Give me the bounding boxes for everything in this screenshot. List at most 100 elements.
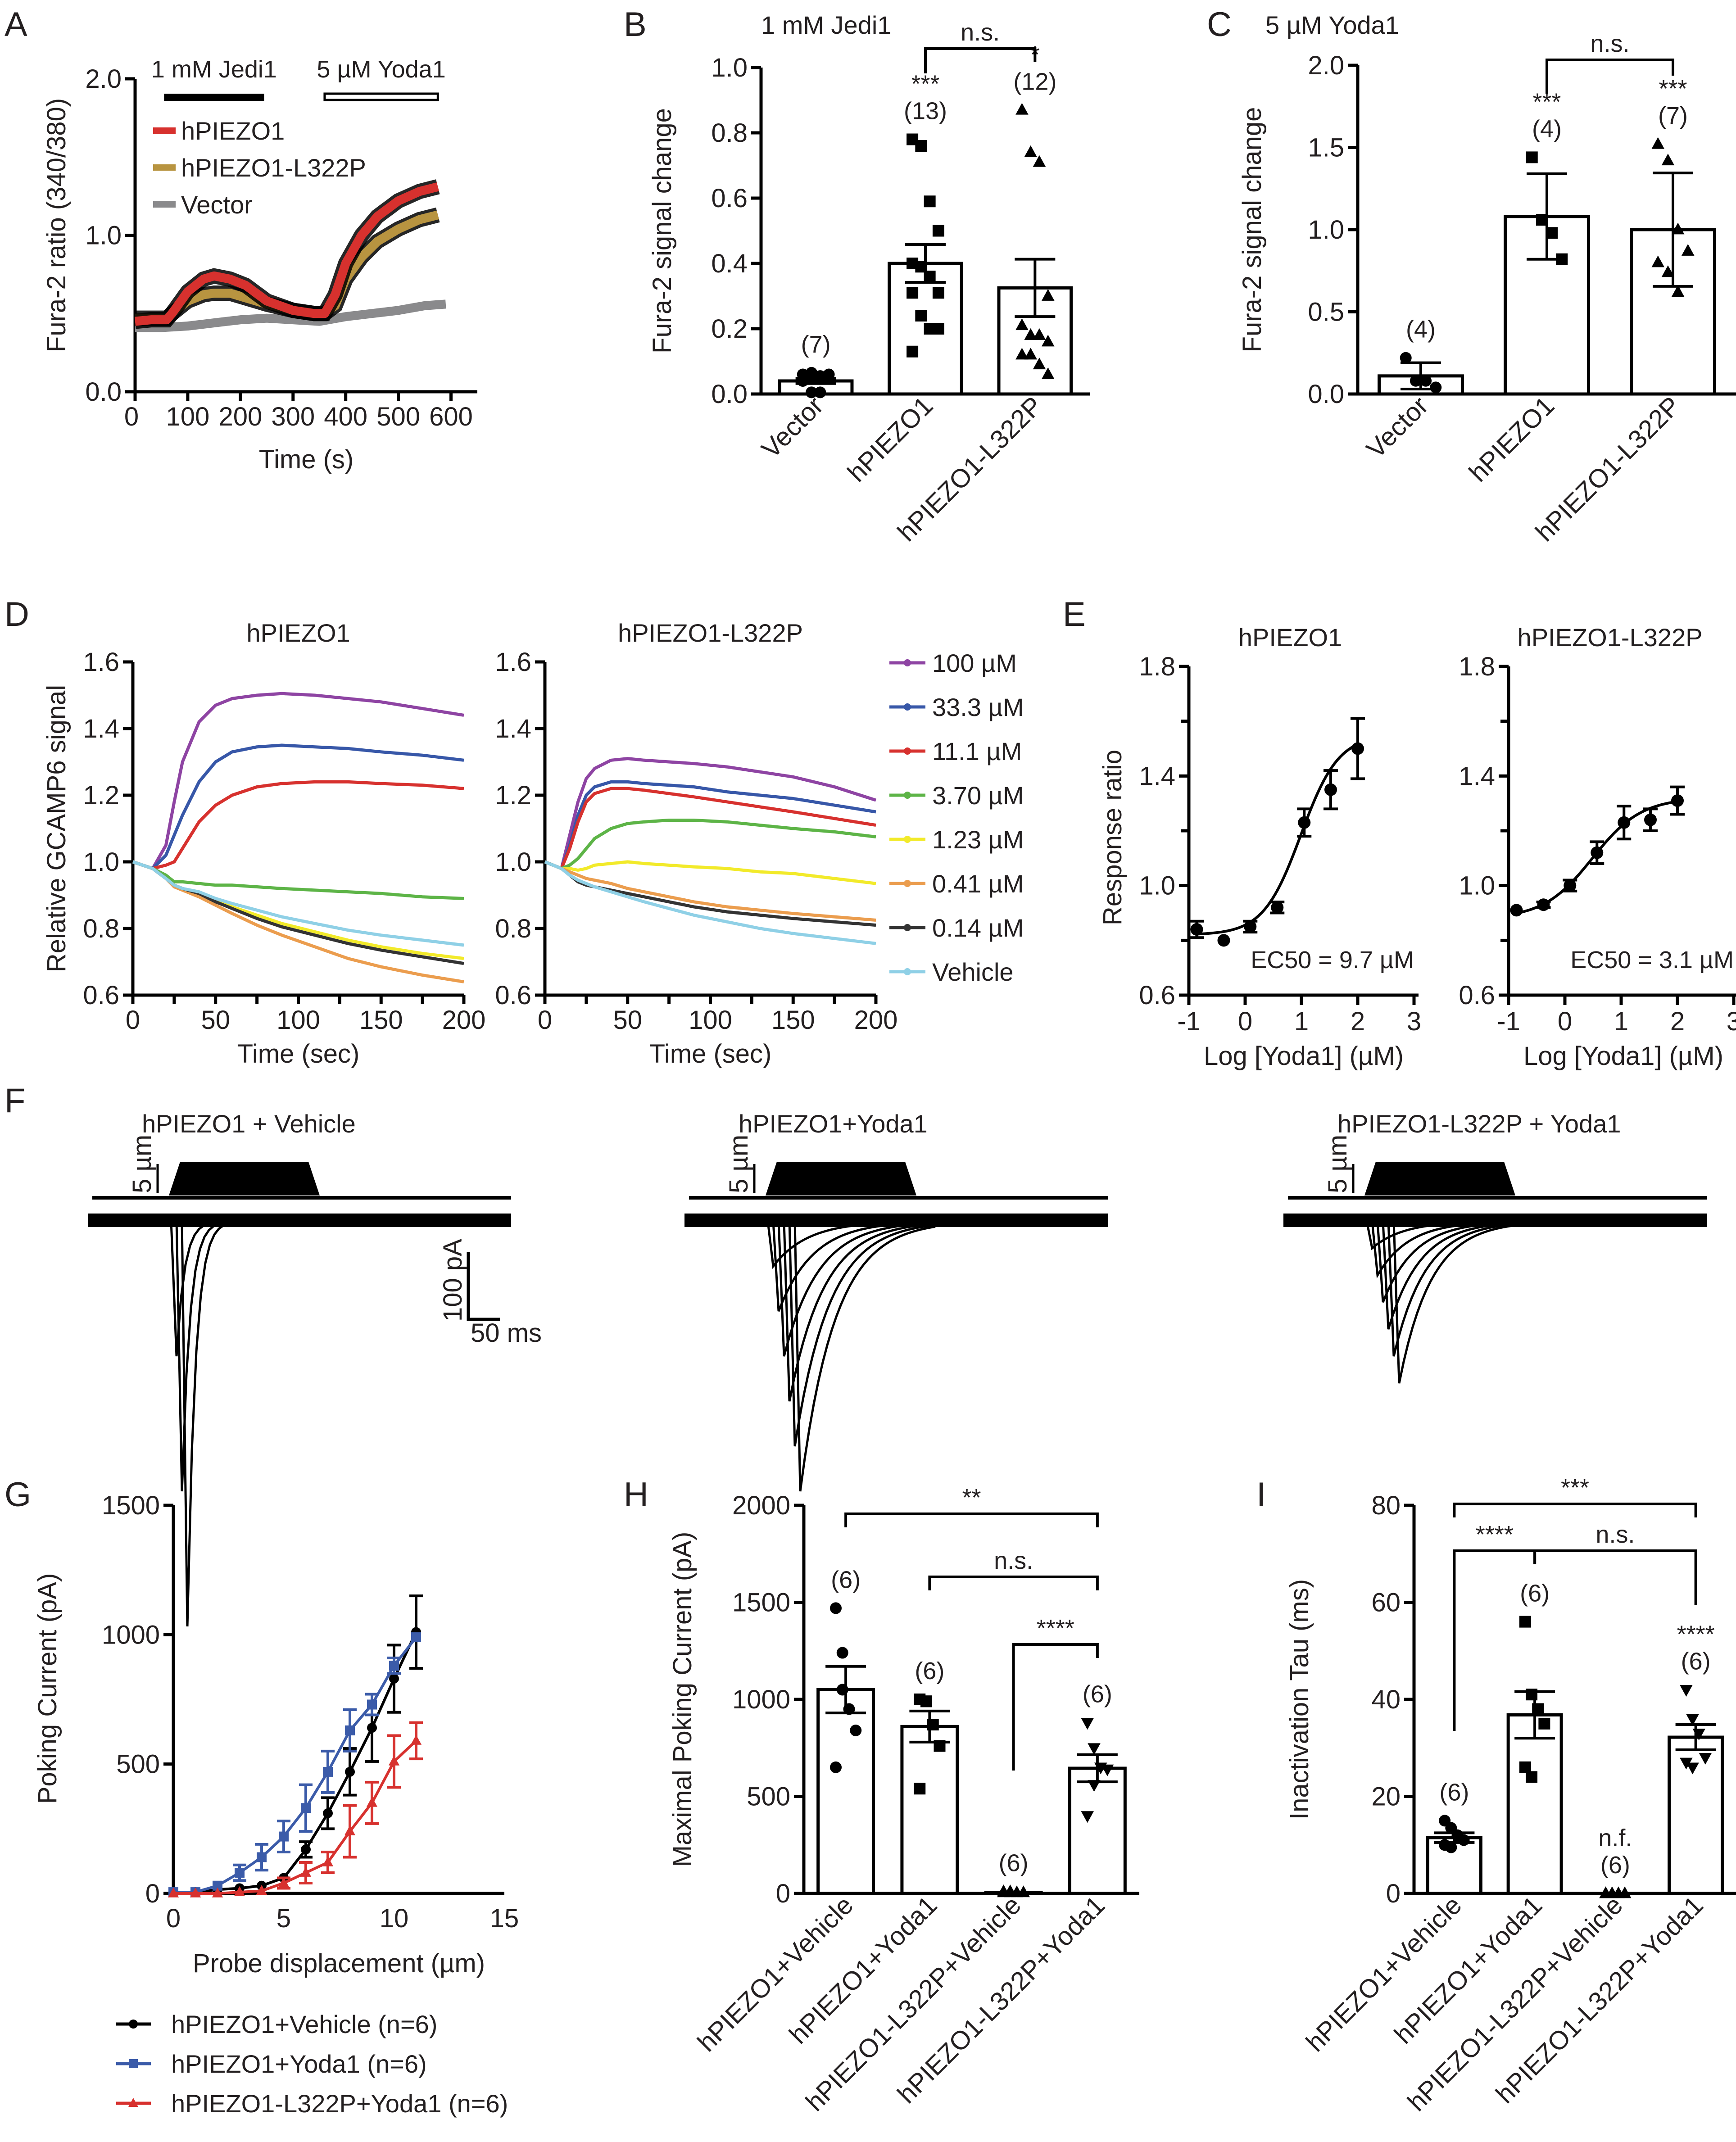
y-tick-label: 1.0 — [711, 53, 748, 82]
x-tick-label: 50 — [201, 1005, 230, 1035]
comparison-bracket — [928, 1576, 1099, 1590]
treatment-label: 5 µM Yoda1 — [317, 56, 445, 83]
y-tick-label: 1.5 — [1308, 133, 1344, 163]
data-point — [1271, 901, 1284, 914]
data-point — [1033, 358, 1046, 370]
data-point — [924, 195, 936, 208]
data-point — [301, 1803, 311, 1813]
data-point — [1024, 328, 1037, 340]
chart-title: hPIEZO1 — [246, 619, 350, 647]
x-tick-label: 1 — [1614, 1007, 1628, 1036]
n-label: (7) — [801, 331, 831, 358]
y-tick-label: 0.6 — [83, 981, 119, 1010]
data-point — [345, 1766, 355, 1777]
y-tick-label: 2.0 — [85, 64, 122, 94]
panel-label-g: G — [5, 1476, 31, 1514]
x-axis-label: Probe displacement (µm) — [193, 1949, 485, 1978]
data-point — [323, 1808, 333, 1818]
legend-marker — [904, 792, 911, 799]
series-line — [132, 860, 464, 900]
data-point — [1190, 923, 1203, 936]
x-tick-label: 0 — [538, 1005, 552, 1035]
data-point — [213, 1880, 222, 1891]
x-tick-label: 2 — [1670, 1007, 1685, 1036]
data-point — [1217, 934, 1230, 947]
comparison-bracket — [1453, 1549, 1537, 1731]
data-point — [1298, 816, 1311, 829]
y-tick-label: 0 — [776, 1879, 790, 1908]
x-tick-label: 15 — [490, 1904, 519, 1933]
y-tick-label: 1.0 — [1459, 871, 1495, 901]
trace-title: hPIEZO1-L322P + Yoda1 — [1337, 1109, 1621, 1138]
data-point — [1661, 154, 1675, 166]
comparison-label: n.s. — [961, 19, 1000, 46]
panel-label-b: B — [624, 5, 647, 44]
y-tick-label: 500 — [116, 1750, 160, 1779]
panel-c-yoda1-bar-chart: 0.0 0.5 1.0 1.5 2.0 Fura-2 signal change 5 µM … — [1237, 11, 1736, 547]
data-point — [915, 140, 927, 152]
n-label: (6) — [999, 1850, 1029, 1877]
series-line — [544, 860, 876, 885]
data-point — [1537, 898, 1550, 911]
comparison-label: ** — [962, 1484, 981, 1511]
y-tick-label: 1.4 — [1459, 761, 1495, 791]
n-label: (7) — [1658, 102, 1688, 129]
y-tick-label: 0.0 — [1308, 380, 1344, 409]
legend-marker — [904, 747, 911, 755]
y-tick-label: 0.8 — [83, 914, 119, 943]
treatment-label: 1 mM Jedi1 — [151, 56, 277, 83]
data-point — [836, 1647, 848, 1659]
data-point — [1680, 1757, 1693, 1770]
data-point — [366, 1797, 378, 1807]
data-point — [1017, 1885, 1030, 1897]
x-tick-label: 500 — [376, 402, 420, 431]
series-line — [135, 299, 446, 332]
x-tick-label: -1 — [1177, 1007, 1201, 1036]
x-tick-label: 3 — [1407, 1007, 1421, 1036]
data-point — [1538, 1717, 1550, 1730]
series-line — [544, 787, 876, 870]
y-tick-label: 60 — [1371, 1588, 1401, 1617]
x-axis-label: Log [Yoda1] (µM) — [1204, 1042, 1404, 1071]
data-point — [850, 1724, 862, 1736]
y-tick-label: 1500 — [102, 1491, 160, 1520]
legend-marker — [904, 836, 911, 843]
chart-title: hPIEZO1-L322P — [618, 619, 803, 647]
data-point — [1410, 375, 1422, 387]
current-sweep — [788, 1221, 930, 1447]
series-line — [544, 819, 876, 870]
n-label: (13) — [904, 98, 947, 125]
x-tick-label: 400 — [324, 402, 367, 431]
legend-marker — [904, 659, 911, 666]
n-label: (6) — [831, 1566, 861, 1593]
y-tick-label: 1.2 — [495, 781, 531, 810]
x-category-label: hPIEZO1+Vehicle — [1301, 1890, 1468, 2057]
y-axis-label: Fura-2 ratio (340/380) — [42, 98, 71, 352]
y-axis-label: Poking Current (pA) — [33, 1573, 62, 1804]
data-point — [1033, 155, 1046, 167]
x-category-label: hPIEZO1+Yoda1 — [1389, 1890, 1548, 2049]
chart-title: 5 µM Yoda1 — [1265, 11, 1399, 39]
legend-label: 11.1 µM — [932, 737, 1022, 765]
trace-title: hPIEZO1 + Vehicle — [142, 1109, 356, 1138]
y-tick-label: 1.4 — [495, 714, 531, 743]
x-category-label: Vector — [756, 391, 829, 464]
significance-label: **** — [1677, 1621, 1715, 1648]
y-tick-label: 0.6 — [1139, 981, 1175, 1010]
y-tick-label: 0.4 — [711, 249, 748, 278]
legend-label: 1.23 µM — [932, 825, 1024, 854]
legend-label: hPIEZO1-L322P — [181, 154, 366, 182]
panel-i-inactivation-tau-bar-chart: 0 20 40 60 80 Inactivation Tau (ms) (6) hPIEZO1… — [1285, 1474, 1736, 2117]
data-point — [1526, 151, 1538, 163]
treatment-bar — [323, 92, 439, 101]
y-tick-label: 1500 — [732, 1588, 790, 1617]
legend-marker — [128, 2098, 138, 2107]
data-point — [1564, 879, 1577, 892]
data-point — [1041, 335, 1055, 347]
series-line — [132, 743, 464, 870]
stimulus-waveform — [1288, 1162, 1707, 1196]
x-tick-label: 300 — [271, 402, 315, 431]
series-line — [132, 860, 464, 947]
x-tick-label: 10 — [380, 1904, 409, 1933]
